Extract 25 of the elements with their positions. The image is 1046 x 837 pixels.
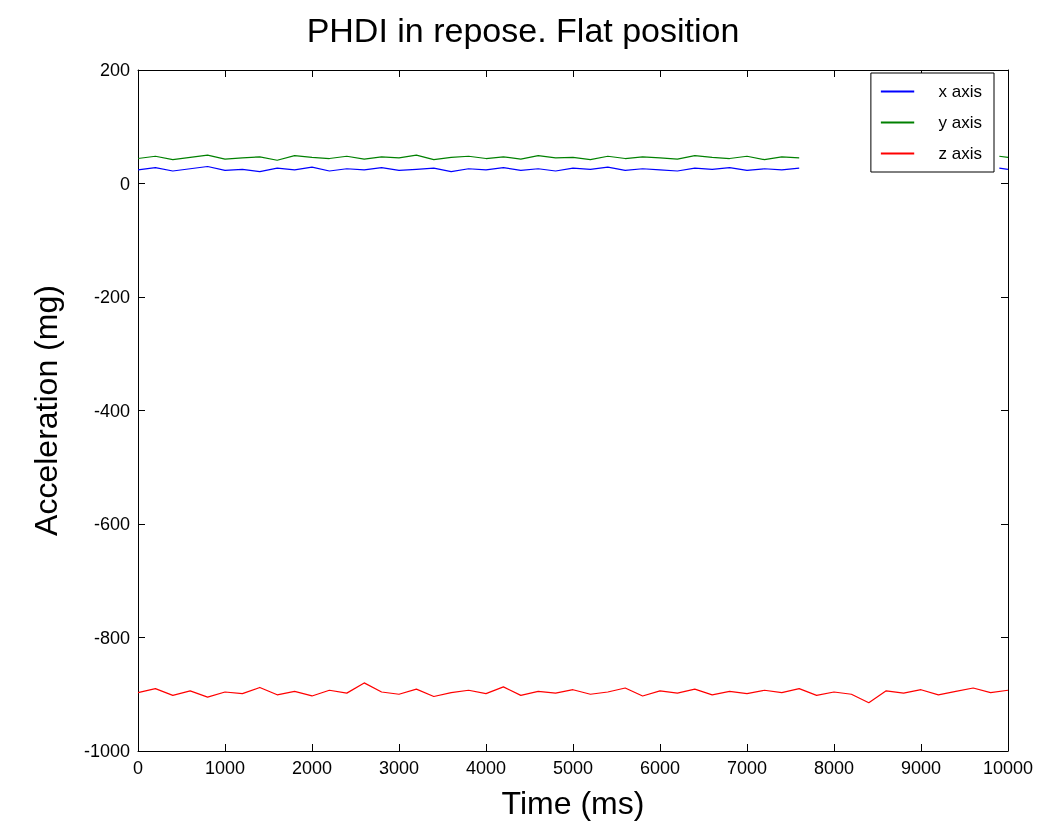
y-tick-label: -800 <box>93 627 130 648</box>
legend-label: y axis <box>938 113 983 132</box>
y-axis-title: Acceleration (mg) <box>28 285 64 536</box>
legend-label: z axis <box>938 144 983 163</box>
chart-title: PHDI in repose. Flat position <box>306 11 740 49</box>
y-tick-label: -1000 <box>83 741 130 761</box>
x-tick-label: 7000 <box>726 758 768 778</box>
y-tick-label: 0 <box>119 173 130 194</box>
x-tick-label: 0 <box>132 758 144 778</box>
x-tick-label: 8000 <box>813 758 855 778</box>
y-tick-label: -400 <box>93 400 130 421</box>
x-axis-title: Time (ms) <box>501 785 645 821</box>
legend-label: x axis <box>938 82 983 101</box>
x-tick-label: 4000 <box>465 758 507 778</box>
x-tick-label: 9000 <box>900 758 942 778</box>
line-series <box>137 682 1009 704</box>
y-tick-label: -200 <box>93 287 130 307</box>
x-tick-label: 3000 <box>378 758 420 778</box>
x-tick-label: 10000 <box>982 758 1034 778</box>
x-tick-label: 5000 <box>552 758 594 778</box>
x-tick-label: 2000 <box>291 758 333 778</box>
y-tick-label: 200 <box>99 60 130 80</box>
x-tick-label: 6000 <box>639 758 681 778</box>
y-tick-label: -600 <box>93 514 130 534</box>
x-tick-label: 1000 <box>204 758 246 778</box>
